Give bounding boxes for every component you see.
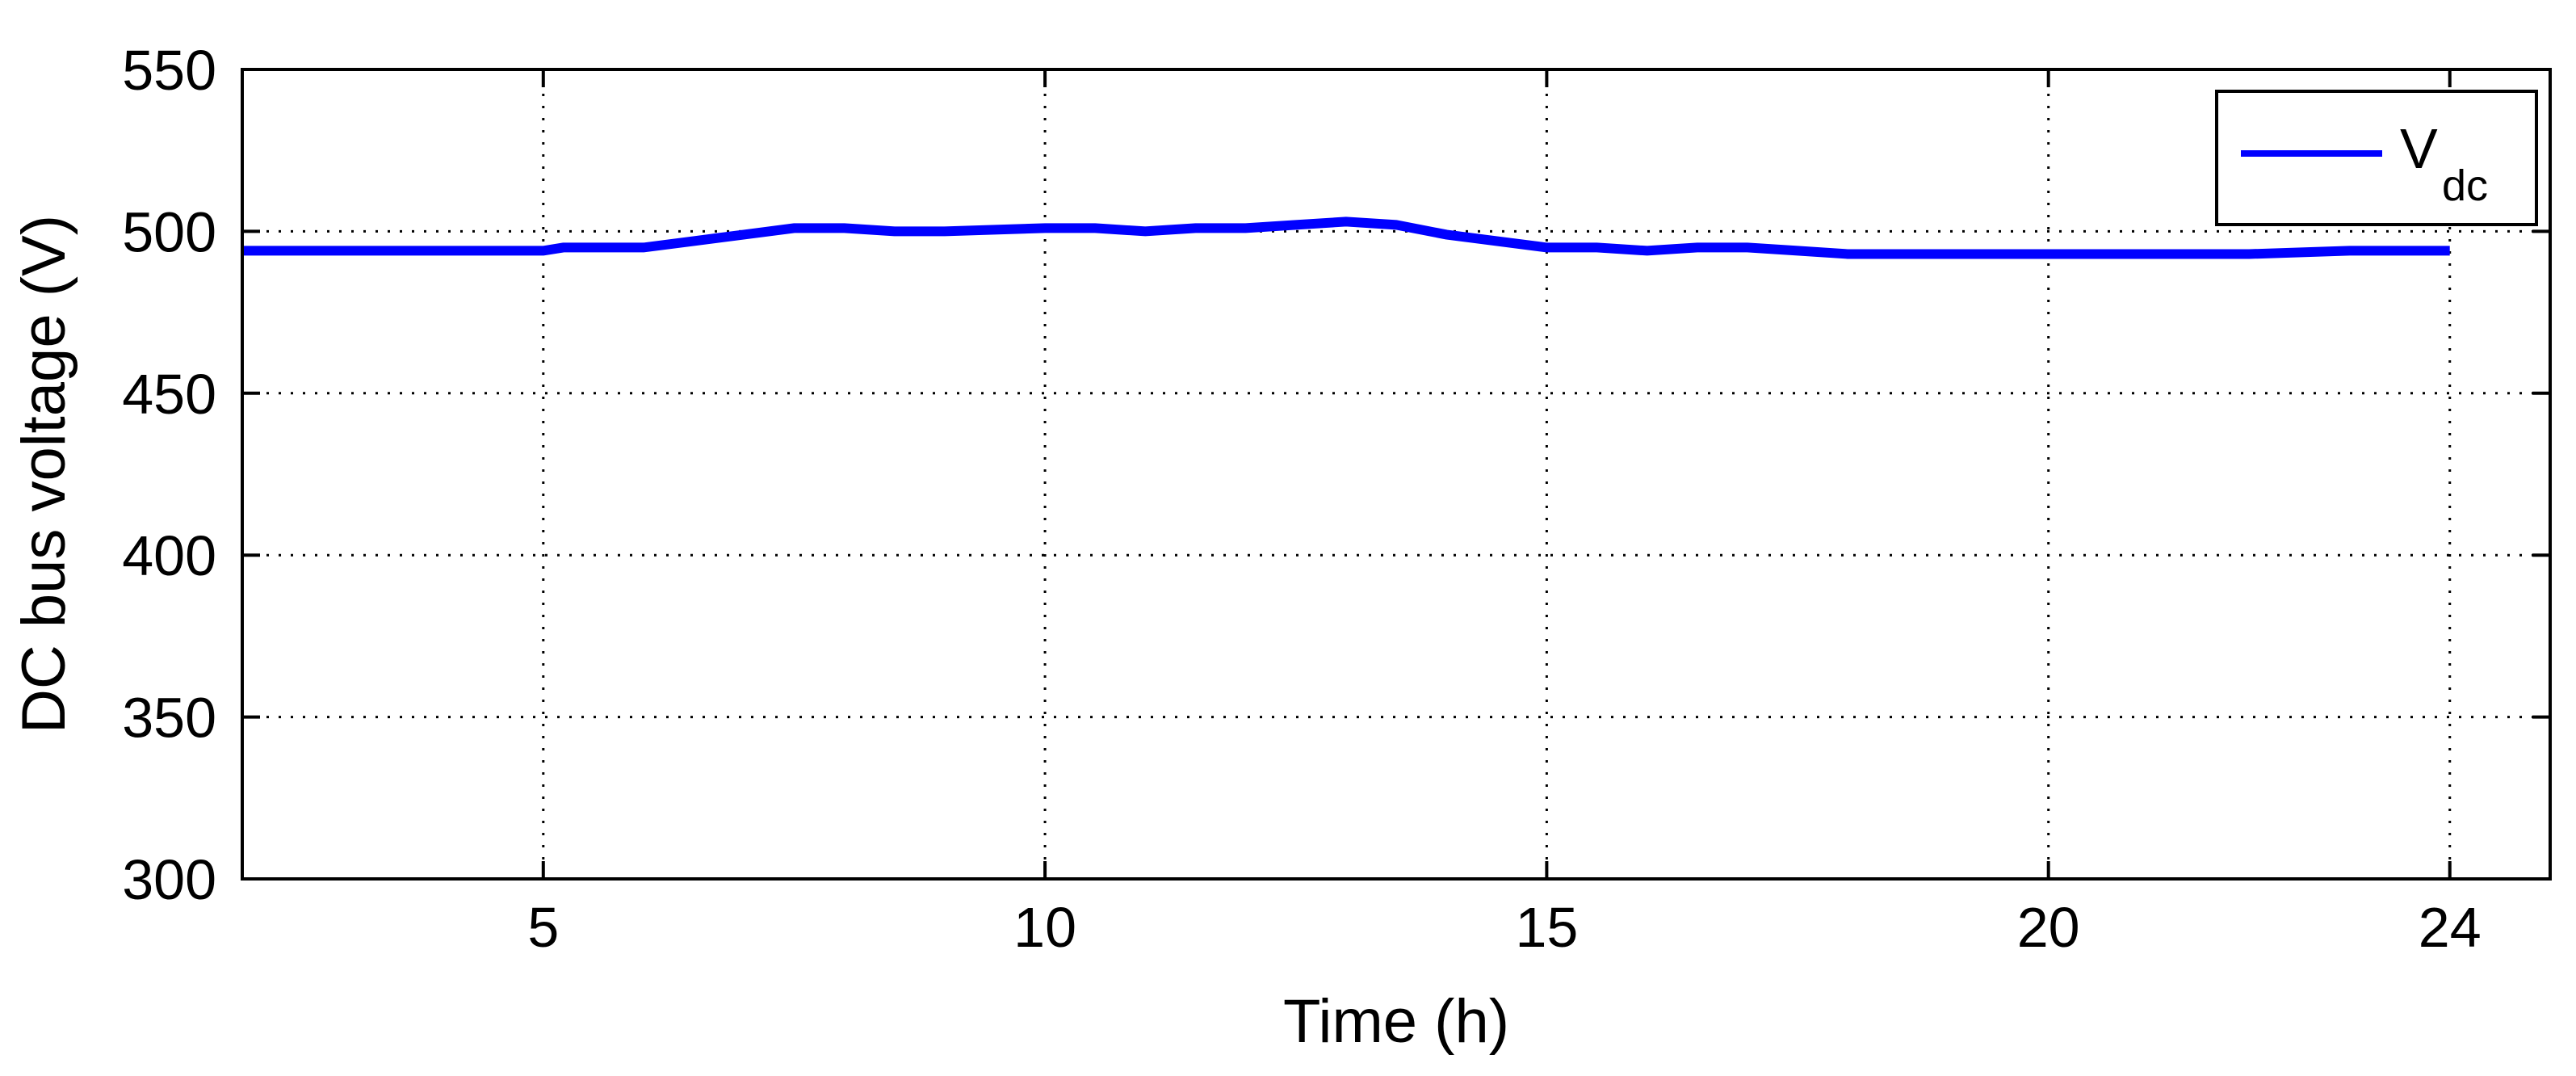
series-layer (242, 221, 2450, 254)
y-tick-label-300: 300 (122, 848, 216, 911)
y-tick-label-500: 500 (122, 200, 216, 263)
x-tick-label-5: 5 (527, 896, 559, 959)
y-tick-label-400: 400 (122, 524, 216, 587)
legend-box (2217, 91, 2536, 225)
legend-label-vdc-subscript: dc (2442, 162, 2488, 210)
y-tick-labels: 300 350 400 450 500 550 (122, 39, 216, 911)
x-axis-label: Time (h) (1283, 987, 1509, 1056)
y-tick-label-550: 550 (122, 39, 216, 102)
legend-label-vdc: V (2400, 117, 2438, 180)
grid-lines (242, 69, 2550, 879)
tick-marks (242, 69, 2550, 879)
x-tick-label-10: 10 (1013, 896, 1076, 959)
y-tick-label-350: 350 (122, 687, 216, 750)
x-tick-label-20: 20 (2017, 896, 2080, 959)
x-tick-labels: 5 10 15 20 24 (527, 896, 2481, 959)
x-tick-label-24: 24 (2419, 896, 2482, 959)
y-axis-label: DC bus voltage (V) (10, 215, 78, 733)
legend: V dc (2217, 91, 2536, 225)
y-tick-label-450: 450 (122, 363, 216, 426)
plot-area-frame (242, 69, 2550, 879)
x-tick-label-15: 15 (1515, 896, 1578, 959)
series-line-vdc (242, 221, 2450, 254)
